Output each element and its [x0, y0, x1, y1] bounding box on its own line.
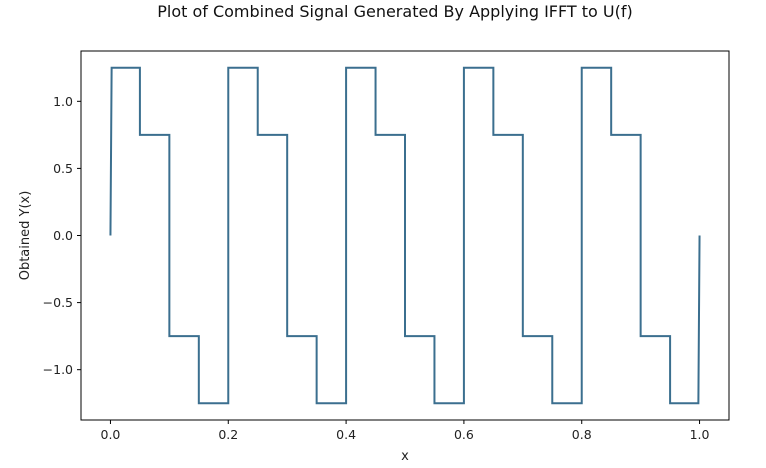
chart-title: Plot of Combined Signal Generated By App… — [157, 2, 633, 21]
x-tick-label: 0.0 — [101, 427, 121, 442]
x-tick-label: 0.6 — [454, 427, 474, 442]
x-tick-label: 0.8 — [572, 427, 592, 442]
y-axis: −1.0 −0.5 0.0 0.5 1.0 — [43, 94, 81, 377]
y-tick-label: 0.5 — [53, 161, 73, 176]
x-tick-label: 0.2 — [218, 427, 238, 442]
x-tick-label: 1.0 — [690, 427, 710, 442]
series-line-0 — [109, 66, 701, 405]
x-axis-label: x — [401, 449, 409, 464]
y-tick-label: 0.0 — [53, 228, 73, 243]
y-tick-label: −0.5 — [43, 295, 73, 310]
y-tick-label: 1.0 — [53, 94, 73, 109]
y-tick-label: −1.0 — [43, 362, 73, 377]
y-axis-label: Obtained Y(x) — [18, 191, 33, 281]
plot-area — [109, 66, 701, 405]
x-tick-label: 0.4 — [336, 427, 356, 442]
x-axis: 0.0 0.2 0.4 0.6 0.8 1.0 — [101, 420, 710, 442]
